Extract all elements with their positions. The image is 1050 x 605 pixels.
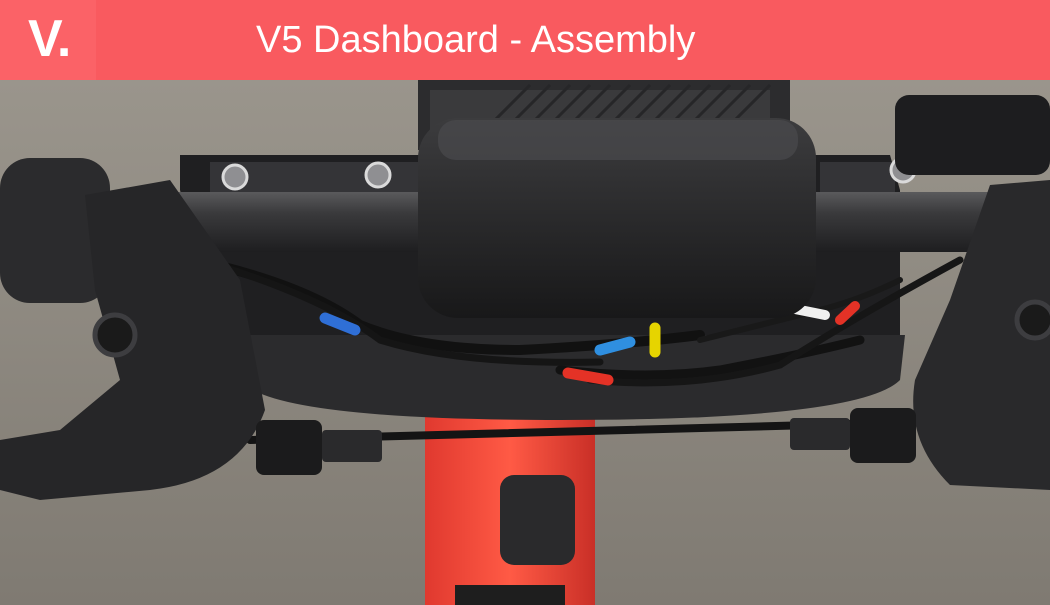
page-title: V5 Dashboard - Assembly: [256, 19, 696, 61]
left-brake-assembly: [0, 158, 265, 500]
dashboard-display: [418, 118, 816, 318]
scooter-stem: [425, 410, 595, 605]
logo-text: V.: [28, 10, 71, 68]
brand-logo: V.: [0, 0, 96, 80]
title-banner: V. V5 Dashboard - Assembly: [0, 0, 1050, 80]
assembly-photo: [0, 80, 1050, 605]
right-brake-assembly: [895, 95, 1050, 490]
brake-cable-fittings: [256, 408, 916, 475]
connector-sleeves: [319, 301, 860, 386]
